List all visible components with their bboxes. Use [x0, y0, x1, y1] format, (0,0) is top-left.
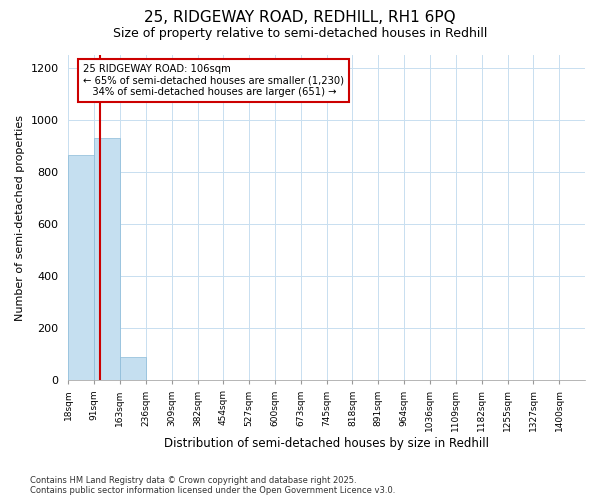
Bar — [120, 357, 146, 380]
Text: Size of property relative to semi-detached houses in Redhill: Size of property relative to semi-detach… — [113, 28, 487, 40]
Text: 25, RIDGEWAY ROAD, REDHILL, RH1 6PQ: 25, RIDGEWAY ROAD, REDHILL, RH1 6PQ — [144, 10, 456, 25]
Text: Contains HM Land Registry data © Crown copyright and database right 2025.
Contai: Contains HM Land Registry data © Crown c… — [30, 476, 395, 495]
X-axis label: Distribution of semi-detached houses by size in Redhill: Distribution of semi-detached houses by … — [164, 437, 489, 450]
Y-axis label: Number of semi-detached properties: Number of semi-detached properties — [15, 114, 25, 320]
Text: 25 RIDGEWAY ROAD: 106sqm
← 65% of semi-detached houses are smaller (1,230)
   34: 25 RIDGEWAY ROAD: 106sqm ← 65% of semi-d… — [83, 64, 344, 98]
Bar — [68, 155, 94, 380]
Bar — [94, 138, 120, 380]
